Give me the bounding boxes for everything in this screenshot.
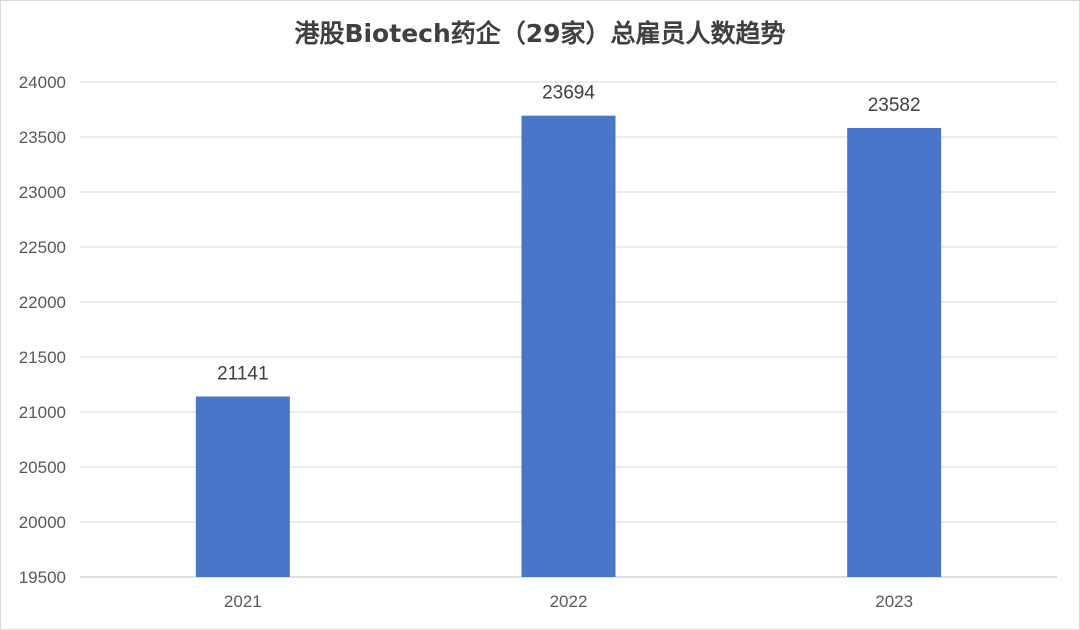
y-tick-label: 22000	[19, 293, 66, 312]
y-tick-label: 23000	[19, 183, 66, 202]
x-tick-label: 2023	[875, 592, 913, 611]
bar-2023	[847, 127, 942, 577]
x-tick-label: 2021	[224, 592, 262, 611]
y-tick-label: 23500	[19, 128, 66, 147]
y-tick-label: 22500	[19, 238, 66, 257]
chart-title: 港股Biotech药企（29家）总雇员人数趋势	[294, 19, 786, 48]
bar-2022	[521, 115, 616, 577]
y-tick-label: 20500	[19, 458, 66, 477]
data-label: 23694	[542, 83, 595, 104]
x-axis-tick-labels: 2021 2022 2023	[224, 592, 913, 611]
y-tick-label: 20000	[19, 513, 66, 532]
data-label: 21141	[217, 363, 268, 384]
x-tick-label: 2022	[550, 592, 588, 611]
y-tick-label: 21000	[19, 403, 66, 422]
data-labels: 21141 23694 23582	[217, 83, 920, 385]
data-label: 23582	[868, 95, 921, 116]
y-tick-label: 24000	[19, 73, 66, 92]
y-tick-label: 19500	[19, 568, 66, 587]
y-axis-tick-labels: 19500 20000 20500 21000 21500 22000 22500 23000…	[19, 73, 66, 587]
y-tick-label: 21500	[19, 348, 66, 367]
bars	[195, 115, 942, 577]
bar-2021	[195, 396, 290, 577]
